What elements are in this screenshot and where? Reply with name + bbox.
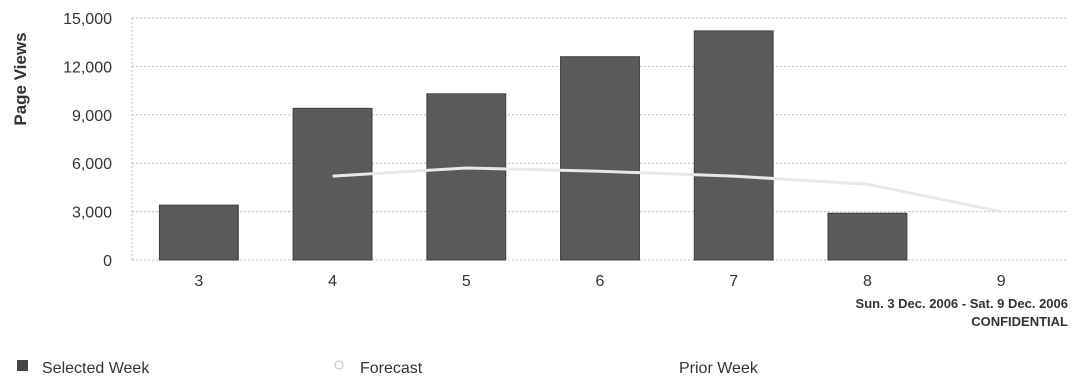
x-tick-label: 6 bbox=[596, 273, 605, 290]
x-tick-labels: 3 4 5 6 7 8 9 bbox=[194, 273, 1005, 290]
x-tick-label: 7 bbox=[729, 273, 738, 290]
x-tick-label: 8 bbox=[863, 273, 872, 290]
bar bbox=[426, 93, 507, 261]
prior-week-line bbox=[332, 166, 1002, 214]
x-tick-label: 5 bbox=[462, 273, 471, 290]
bar bbox=[560, 56, 640, 261]
legend-item-selected-week: Selected Week bbox=[17, 360, 150, 377]
y-tick-labels: 0 3,000 6,000 9,000 12,000 15,000 bbox=[63, 11, 112, 270]
bar bbox=[292, 107, 373, 261]
y-axis-label: Page Views bbox=[11, 32, 30, 125]
x-tick-label: 4 bbox=[328, 273, 337, 290]
legend-swatch-square-icon bbox=[17, 360, 28, 371]
y-tick-label: 9,000 bbox=[72, 108, 112, 125]
bar bbox=[693, 30, 774, 261]
date-range-annotation: Sun. 3 Dec. 2006 - Sat. 9 Dec. 2006 bbox=[856, 296, 1068, 311]
legend-label-prior-week: Prior Week bbox=[679, 360, 759, 377]
y-tick-label: 0 bbox=[103, 253, 112, 270]
y-tick-label: 3,000 bbox=[72, 205, 112, 222]
x-tick-label: 9 bbox=[997, 273, 1006, 290]
y-tick-label: 12,000 bbox=[63, 59, 112, 76]
legend-label-selected-week: Selected Week bbox=[42, 360, 150, 377]
legend-item-forecast: Forecast bbox=[334, 360, 423, 377]
y-tick-label: 15,000 bbox=[63, 11, 112, 28]
bars bbox=[158, 30, 908, 261]
prior-week-line-layer bbox=[332, 166, 1002, 214]
confidential-label: CONFIDENTIAL bbox=[971, 314, 1068, 329]
legend-label-forecast: Forecast bbox=[360, 360, 423, 377]
y-tick-label: 6,000 bbox=[72, 156, 112, 173]
bar bbox=[158, 204, 239, 261]
bar bbox=[827, 212, 908, 261]
x-tick-label: 3 bbox=[194, 273, 203, 290]
legend: Selected Week Forecast Prior Week bbox=[17, 360, 759, 377]
legend-item-prior-week: Prior Week bbox=[679, 360, 759, 377]
legend-swatch-circle-icon bbox=[334, 360, 344, 370]
